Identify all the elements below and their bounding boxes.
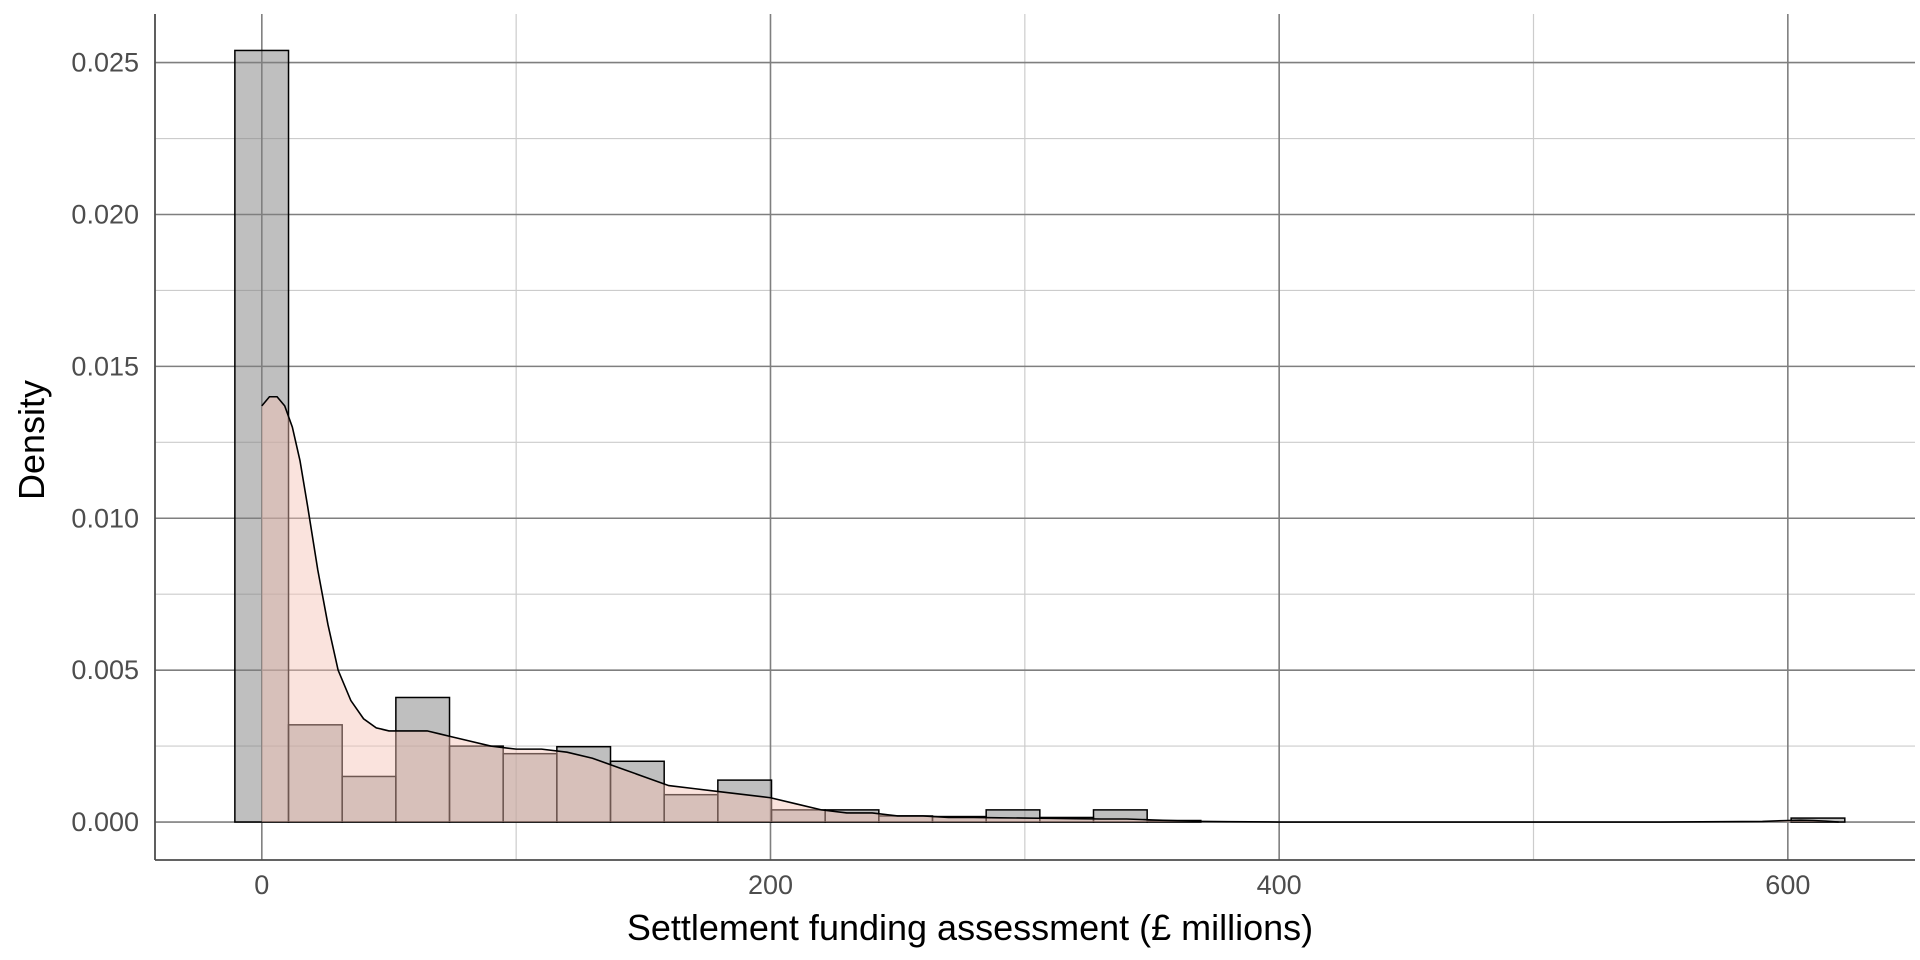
histogram-bar [234, 49, 290, 823]
x-tick-label: 200 [748, 870, 793, 900]
histogram-bar [395, 696, 451, 823]
y-tick-label: 0.010 [71, 503, 139, 533]
axes [154, 14, 1915, 861]
x-tick-label: 0 [254, 870, 269, 900]
y-tick-label: 0.020 [71, 199, 139, 229]
y-tick-label: 0.015 [71, 351, 139, 381]
x-axis-title: Settlement funding assessment (£ million… [627, 907, 1313, 948]
y-tick-label: 0.000 [71, 807, 139, 837]
histogram-bar [287, 724, 343, 823]
x-tick-label: 400 [1257, 870, 1302, 900]
density-area [261, 396, 1839, 823]
y-tick-label: 0.025 [71, 48, 139, 78]
density-curve [261, 395, 1839, 823]
histogram-bar [717, 779, 773, 823]
density-layer [261, 395, 1839, 823]
y-tick-label: 0.005 [71, 655, 139, 685]
tick-labels: 0 200 400 600 0.000 0.005 0.010 0.015 0.020 0.025 [71, 48, 1810, 900]
histogram-bar [985, 809, 1041, 823]
histogram-bar [609, 760, 665, 823]
histogram-bar [502, 752, 558, 823]
y-axis-title: Density [11, 380, 52, 500]
histogram-bars [234, 49, 1846, 823]
x-tick-label: 600 [1765, 870, 1810, 900]
